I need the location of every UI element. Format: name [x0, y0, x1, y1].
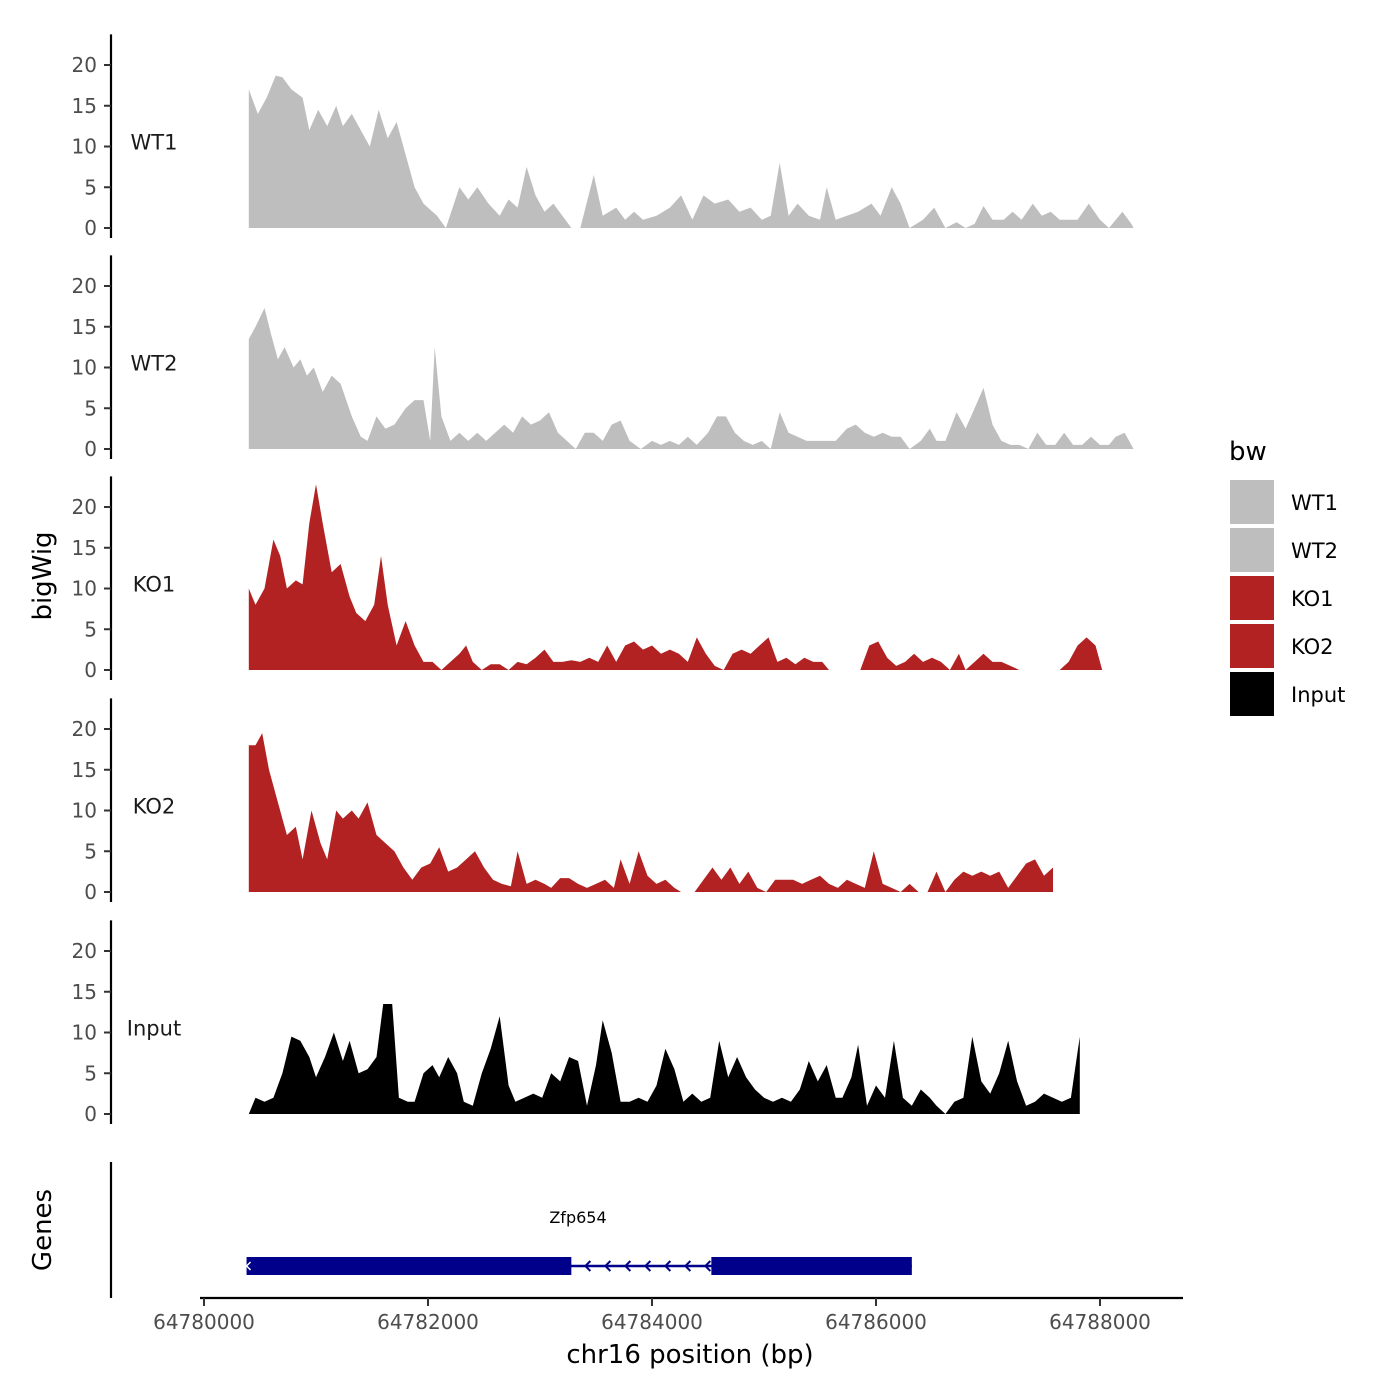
- track-label-ko2: KO2: [133, 794, 176, 818]
- y-tick-label-wt2-0: 0: [84, 437, 97, 461]
- strand-arrow-start: [245, 1261, 252, 1271]
- signal-area-wt1: [248, 75, 1134, 228]
- y-tick-label-ko2-0: 0: [84, 880, 97, 904]
- track-wt2: 0 5 10 15 20 WT2: [72, 255, 1134, 461]
- track-wt1: 0 5 10 15 20 WT1: [72, 34, 1134, 240]
- y-tick-label-wt1-10: 10: [72, 135, 97, 159]
- strand-arrow: [703, 1260, 712, 1272]
- track-label-ko1: KO1: [133, 572, 176, 596]
- legend-label-ko2: KO2: [1291, 635, 1334, 659]
- legend-swatch-ko2: [1230, 624, 1274, 668]
- x-tick-label-64784000: 64784000: [601, 1310, 703, 1334]
- y-tick-label-ko2-5: 5: [84, 839, 97, 863]
- y-tick-label-input-15: 15: [72, 980, 97, 1004]
- strand-arrow: [623, 1260, 632, 1272]
- x-tick-label-64788000: 64788000: [1049, 1310, 1151, 1334]
- tracks-layer: 0 5 10 15 20 WT1 0 5 10 15 20 WT2 0 5 10 15 20 KO1 0 5 10 15 2…: [72, 34, 1134, 1126]
- y-tick-label-wt1-15: 15: [72, 94, 97, 118]
- legend-title: bw: [1229, 437, 1267, 467]
- legend-label-wt1: WT1: [1291, 491, 1338, 515]
- strand-arrow: [683, 1260, 692, 1272]
- legend-swatch-wt2: [1230, 528, 1274, 572]
- y-tick-label-ko1-0: 0: [84, 658, 97, 682]
- x-tick-label-64780000: 64780000: [153, 1310, 255, 1334]
- track-label-wt1: WT1: [131, 130, 178, 154]
- track-label-input: Input: [127, 1016, 181, 1040]
- strand-arrow: [663, 1260, 672, 1272]
- strand-arrow: [643, 1260, 652, 1272]
- legend-swatch-ko1: [1230, 576, 1274, 620]
- gene-label: Zfp654: [549, 1208, 606, 1227]
- track-input: 0 5 10 15 20 Input: [72, 920, 1080, 1126]
- y-axis-title: bigWig: [28, 531, 58, 620]
- gene-exon-2: [711, 1257, 912, 1275]
- y-tick-label-ko1-10: 10: [72, 577, 97, 601]
- y-tick-label-ko2-20: 20: [72, 717, 97, 741]
- track-label-wt2: WT2: [131, 351, 178, 375]
- y-tick-label-wt1-5: 5: [84, 175, 97, 199]
- signal-area-wt2: [248, 308, 1134, 449]
- genes-axis-title: Genes: [28, 1189, 58, 1271]
- legend: bw WT1 WT2 KO1 KO2 Input: [1229, 437, 1345, 716]
- y-tick-label-input-0: 0: [84, 1102, 97, 1126]
- y-tick-label-wt1-0: 0: [84, 216, 97, 240]
- legend-swatch-wt1: [1230, 480, 1274, 524]
- x-tick-label-64782000: 64782000: [377, 1310, 479, 1334]
- gene-exon-1: [246, 1257, 572, 1275]
- strand-arrow: [583, 1260, 592, 1272]
- y-tick-label-input-5: 5: [84, 1061, 97, 1085]
- y-tick-label-wt2-10: 10: [72, 356, 97, 380]
- y-tick-label-wt2-20: 20: [72, 274, 97, 298]
- y-tick-label-input-10: 10: [72, 1021, 97, 1045]
- x-axis: 64780000 64782000 64784000 64786000 64788000: [153, 1296, 1183, 1334]
- legend-swatch-input: [1230, 672, 1274, 716]
- legend-label-wt2: WT2: [1291, 539, 1338, 563]
- signal-area-ko2: [248, 733, 1054, 892]
- track-ko2: 0 5 10 15 20 KO2: [72, 698, 1054, 904]
- y-tick-label-ko2-15: 15: [72, 758, 97, 782]
- gene-track: Zfp654: [109, 1162, 912, 1298]
- signal-area-ko1: [248, 484, 1103, 670]
- y-tick-label-ko1-5: 5: [84, 617, 97, 641]
- y-tick-label-ko1-20: 20: [72, 495, 97, 519]
- x-axis-ticks: 64780000 64782000 64784000 64786000 64788000: [153, 1298, 1151, 1334]
- signal-area-input: [248, 1004, 1080, 1114]
- legend-items: WT1 WT2 KO1 KO2 Input: [1230, 480, 1345, 716]
- y-tick-label-ko2-10: 10: [72, 799, 97, 823]
- y-tick-label-input-20: 20: [72, 939, 97, 963]
- legend-label-ko1: KO1: [1291, 587, 1334, 611]
- track-ko1: 0 5 10 15 20 KO1: [72, 476, 1103, 682]
- y-tick-label-wt1-20: 20: [72, 53, 97, 77]
- x-tick-label-64786000: 64786000: [825, 1310, 927, 1334]
- legend-label-input: Input: [1291, 683, 1345, 707]
- strand-arrow: [603, 1260, 612, 1272]
- x-axis-title: chr16 position (bp): [566, 1340, 813, 1370]
- y-tick-label-wt2-15: 15: [72, 315, 97, 339]
- gene-model-zfp654: [245, 1257, 912, 1275]
- y-tick-label-wt2-5: 5: [84, 396, 97, 420]
- y-tick-label-ko1-15: 15: [72, 536, 97, 560]
